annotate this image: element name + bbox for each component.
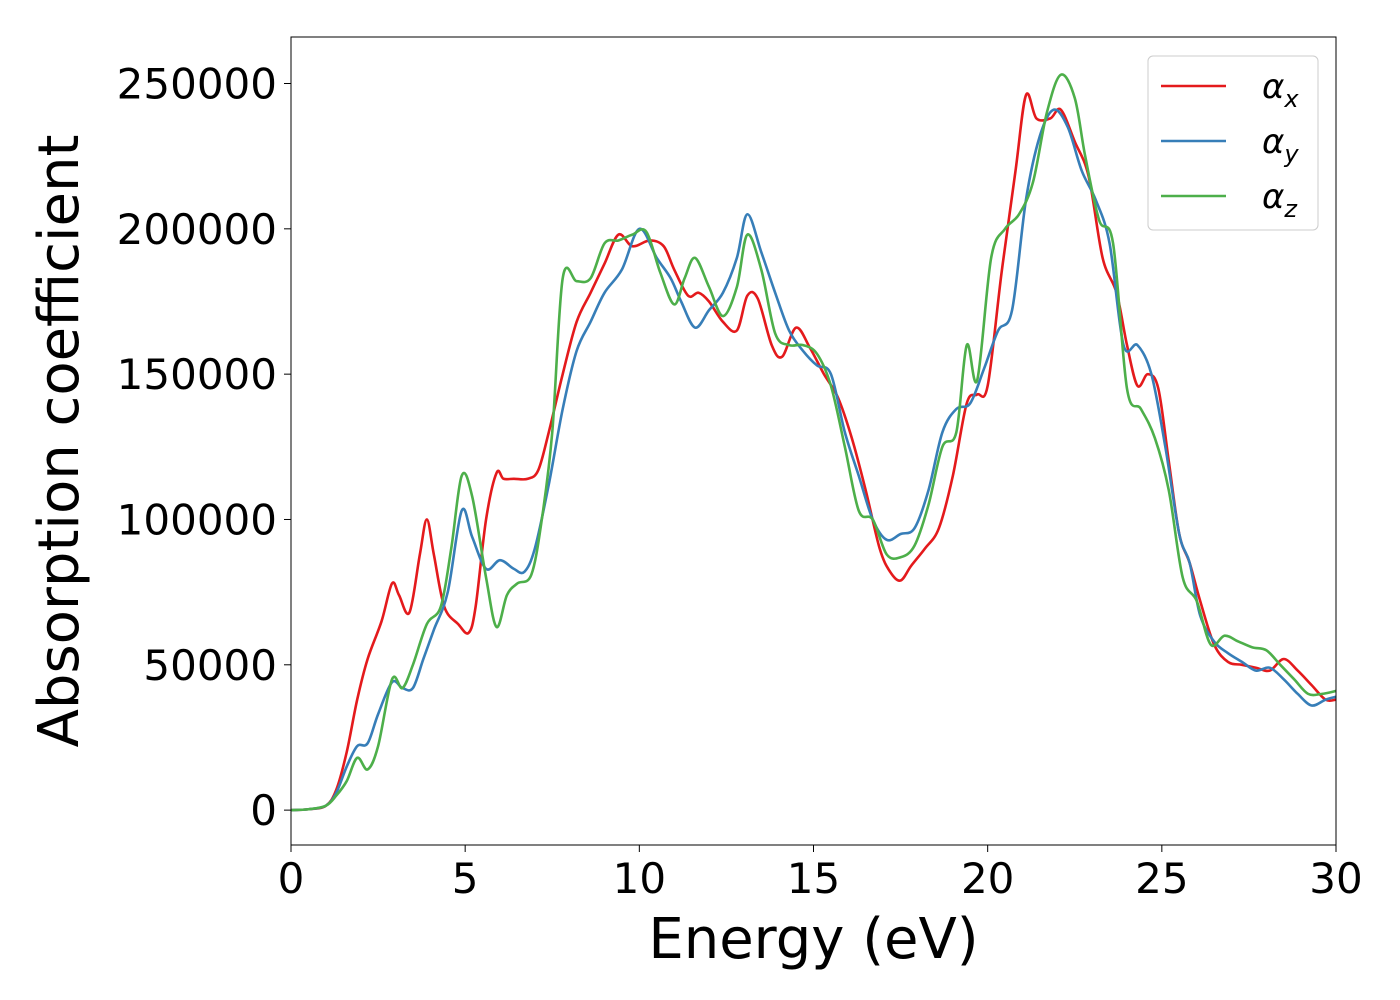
- series-line-y: [291, 108, 1336, 812]
- y-tick-label: 0: [250, 786, 277, 835]
- x-tick-label: 10: [613, 854, 666, 903]
- y-axis-label: Absorption coefficient: [27, 135, 92, 748]
- legend: αx αy αz: [1147, 55, 1319, 231]
- y-tick-label: 200000: [117, 205, 277, 254]
- x-tick-label: 25: [1135, 854, 1188, 903]
- x-tick-label: 0: [278, 854, 305, 903]
- x-tick-label: 30: [1309, 854, 1362, 903]
- y-tick-label: 50000: [143, 641, 277, 690]
- y-tick-label: 100000: [117, 495, 277, 544]
- legend-label-z: αz: [1262, 177, 1298, 223]
- x-axis-label: Energy (eV): [648, 907, 978, 972]
- x-tick-label: 5: [452, 854, 479, 903]
- legend-label-y: αy: [1262, 122, 1299, 168]
- series-line-x: [291, 92, 1336, 812]
- series-line-z: [291, 73, 1336, 812]
- legend-label-x: αx: [1262, 67, 1299, 113]
- y-axis: 0 50000 100000 150000 200000 250000: [117, 60, 291, 835]
- series-layer: [291, 73, 1336, 812]
- y-tick-label: 250000: [117, 60, 277, 109]
- x-tick-label: 15: [787, 854, 840, 903]
- x-tick-label: 20: [961, 854, 1014, 903]
- x-axis: 0 5 10 15 20 25 30: [278, 845, 1363, 903]
- legend-box: [1147, 55, 1319, 231]
- y-tick-label: 150000: [117, 350, 277, 399]
